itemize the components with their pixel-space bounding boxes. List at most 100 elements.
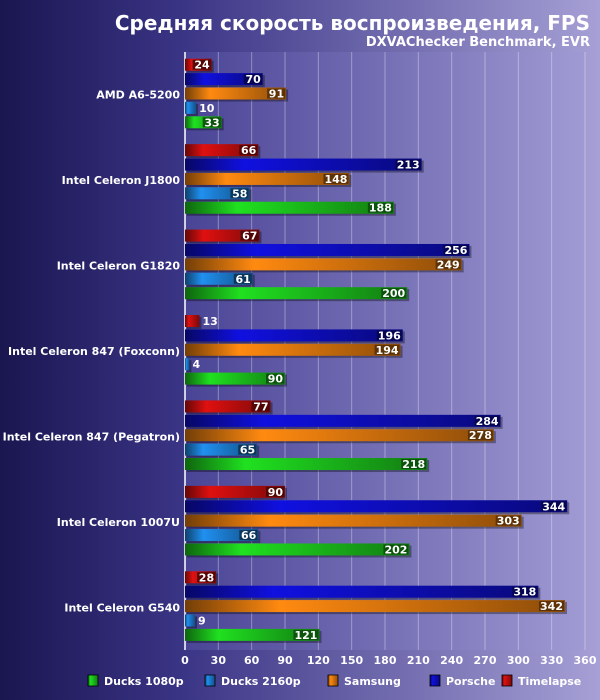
data-label: 256 — [444, 244, 467, 257]
bar — [185, 87, 287, 100]
data-label: 318 — [513, 586, 536, 599]
category-label: Intel Celeron 847 (Foxconn) — [8, 345, 180, 358]
legend-label: Samsung — [344, 675, 401, 688]
data-label: 284 — [476, 415, 499, 428]
data-label: 344 — [542, 500, 565, 513]
data-label: 202 — [384, 543, 407, 556]
data-label-bg — [239, 145, 258, 156]
bar — [185, 158, 422, 171]
x-tick-label: 60 — [244, 654, 260, 667]
data-label: 9 — [198, 614, 206, 627]
data-label-bg — [435, 259, 461, 270]
x-tick-label: 270 — [474, 654, 497, 667]
data-label: 77 — [253, 400, 268, 413]
data-label: 90 — [268, 373, 284, 386]
data-label-bg — [267, 88, 286, 99]
bar — [185, 485, 285, 498]
x-tick-label: 210 — [407, 654, 430, 667]
data-label-bg — [293, 629, 319, 640]
data-label: 4 — [192, 358, 200, 371]
x-tick-label: 120 — [307, 654, 330, 667]
data-label: 196 — [378, 329, 401, 342]
category-label: AMD A6-5200 — [96, 89, 180, 102]
x-tick-label: 300 — [507, 654, 530, 667]
data-label-bg — [240, 230, 259, 241]
data-label-bg — [467, 430, 493, 441]
data-label: 28 — [199, 571, 214, 584]
legend-label: Porsche — [446, 675, 495, 688]
data-label: 10 — [199, 102, 215, 115]
data-label: 67 — [242, 230, 257, 243]
data-label-bg — [230, 188, 249, 199]
legend-label: Ducks 1080p — [104, 675, 184, 688]
bar — [185, 343, 401, 356]
x-tick-label: 330 — [540, 654, 563, 667]
data-label: 148 — [324, 173, 347, 186]
data-label: 303 — [497, 515, 520, 528]
bar — [185, 258, 462, 271]
data-label: 342 — [540, 600, 563, 613]
bar — [185, 614, 195, 627]
data-label-bg — [197, 572, 216, 583]
data-label-bg — [202, 117, 221, 128]
legend-label: Ducks 2160p — [221, 675, 301, 688]
bar — [185, 358, 190, 371]
category-label: Intel Celeron G1820 — [57, 260, 181, 273]
data-label: 24 — [194, 59, 210, 72]
data-label: 213 — [397, 159, 420, 172]
x-tick-label: 30 — [211, 654, 227, 667]
legend-swatch — [87, 674, 99, 687]
bar — [185, 514, 522, 527]
bar — [185, 201, 394, 214]
category-label: Intel Celeron G540 — [64, 601, 180, 614]
data-label-bg — [251, 401, 270, 412]
data-label: 33 — [204, 116, 219, 129]
data-label: 90 — [268, 486, 284, 499]
bar — [185, 172, 350, 185]
data-label-bg — [266, 486, 284, 497]
x-tick-label: 240 — [440, 654, 463, 667]
data-label: 249 — [437, 258, 460, 271]
legend-swatch — [429, 674, 441, 687]
data-label-bg — [474, 415, 500, 426]
data-label: 91 — [269, 88, 284, 101]
data-label-bg — [401, 459, 427, 470]
x-tick-label: 180 — [374, 654, 397, 667]
bar — [185, 101, 197, 114]
legend-swatch — [327, 674, 339, 687]
data-label: 66 — [241, 144, 257, 157]
data-label-bg — [381, 288, 407, 299]
data-label: 200 — [382, 287, 405, 300]
bar — [185, 543, 410, 556]
bar — [185, 73, 263, 86]
data-label: 65 — [240, 444, 255, 457]
bar — [185, 243, 470, 256]
data-label: 70 — [245, 73, 261, 86]
legend-swatch — [204, 674, 216, 687]
legend: Ducks 1080p Ducks 2160p Samsung Porsche Time… — [87, 674, 581, 688]
bar — [185, 628, 320, 641]
x-tick-label: 150 — [340, 654, 363, 667]
legend-label: Timelapse — [518, 675, 581, 688]
bar — [185, 315, 200, 327]
data-label: 66 — [241, 529, 257, 542]
x-tick-label: 0 — [181, 654, 189, 667]
chart-subtitle: DXVAChecker Benchmark, EVR — [366, 35, 590, 50]
bar — [185, 329, 403, 342]
data-label: 218 — [402, 458, 425, 471]
bar — [185, 458, 428, 471]
category-label: Intel Celeron J1800 — [62, 174, 181, 187]
bar — [185, 287, 408, 300]
category-labels: AMD A6-5200 Intel Celeron J1800 Intel Cele… — [3, 89, 181, 615]
data-label-bg — [541, 501, 567, 512]
bar — [185, 414, 501, 427]
data-label-bg — [243, 74, 262, 85]
data-label: 58 — [232, 187, 247, 200]
category-label: Intel Celeron 847 (Pegatron) — [3, 430, 180, 443]
bar — [185, 400, 271, 413]
data-label-bg — [374, 344, 400, 355]
data-label-bg — [395, 159, 421, 170]
data-label: 121 — [294, 629, 317, 642]
